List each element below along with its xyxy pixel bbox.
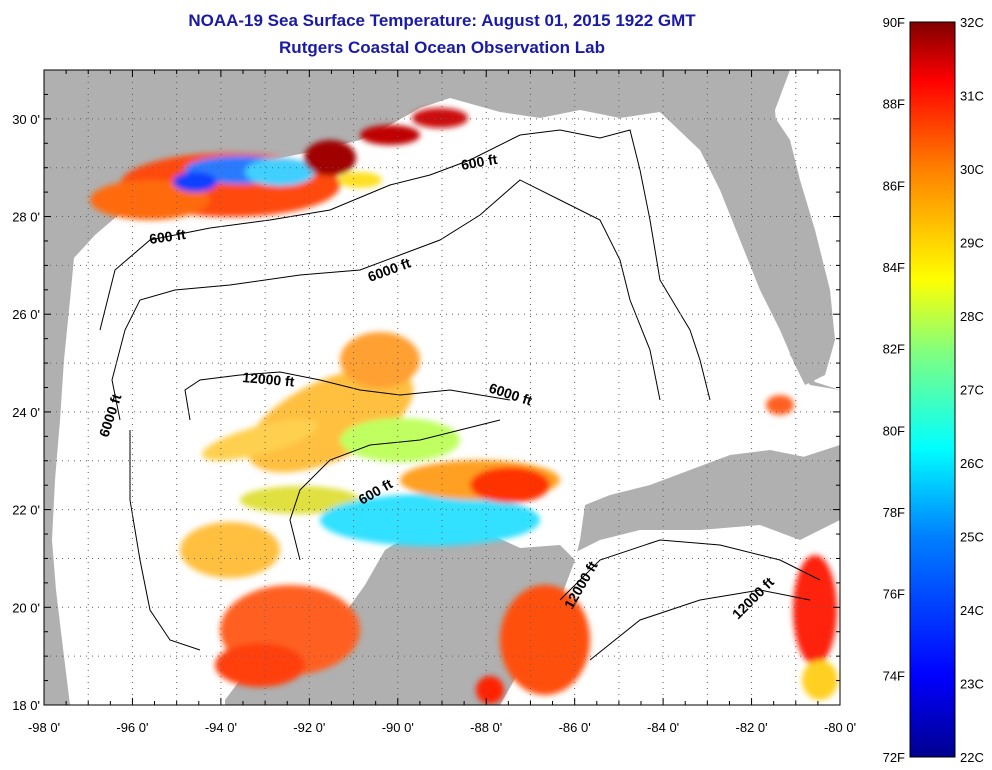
lat-tick-label: 22 0' <box>12 503 40 518</box>
contour-6000ft-south <box>129 430 201 651</box>
colorbar-c-label: 24C <box>960 603 984 618</box>
colorbar-c-label: 30C <box>960 162 984 177</box>
colorbar-f-label: 84F <box>883 260 905 275</box>
lat-tick-label: 26 0' <box>12 307 40 322</box>
colorbar <box>909 21 956 758</box>
colorbar-f-label: 76F <box>883 587 905 602</box>
colorbar-f-label: 74F <box>883 668 905 683</box>
lon-tick-label: -94 0' <box>205 720 237 735</box>
sst-data <box>90 108 838 704</box>
colorbar-f-label: 86F <box>883 178 905 193</box>
contour-caribbean <box>559 539 821 601</box>
lon-tick-label: -98 0' <box>28 720 60 735</box>
map-subtitle: Rutgers Coastal Ocean Observation Lab <box>279 38 605 57</box>
contour-600ft-north <box>99 129 711 401</box>
colorbar-f-label: 82F <box>883 342 905 357</box>
contour-label: 600 ft <box>460 151 499 173</box>
lat-tick-labels: 18 0' 20 0' 22 0' 24 0' 26 0' 28 0' 30 0' <box>12 112 40 713</box>
lon-tick-label: -82 0' <box>735 720 767 735</box>
colorbar-c-label: 25C <box>960 530 984 545</box>
colorbar-c-label: 23C <box>960 677 984 692</box>
axis-ticks <box>43 69 841 706</box>
contour-12000ft <box>184 371 511 421</box>
colorbar-c-label: 32C <box>960 15 984 30</box>
colorbar-f-label: 88F <box>883 97 905 112</box>
contour-600ft-south <box>289 419 501 561</box>
depth-contours <box>99 129 821 661</box>
colorbar-c-label: 22C <box>960 750 984 765</box>
lat-tick-label: 30 0' <box>12 112 40 127</box>
colorbar-c-labels: 32C 31C 30C 29C 28C 27C 26C 25C 24C 23C 22C <box>960 15 984 765</box>
contour-caribbean-2 <box>589 589 811 661</box>
colorbar-f-labels: 90F 88F 86F 84F 82F 80F 78F 76F 74F 72F <box>883 15 905 765</box>
florida-land <box>660 110 835 385</box>
lon-tick-label: -96 0' <box>116 720 148 735</box>
colorbar-c-label: 26C <box>960 456 984 471</box>
lat-tick-label: 20 0' <box>12 600 40 615</box>
cuba-land <box>650 450 840 505</box>
colorbar-f-label: 80F <box>883 423 905 438</box>
lon-tick-label: -90 0' <box>382 720 414 735</box>
colorbar-c-label: 31C <box>960 89 984 104</box>
colorbar-c-label: 29C <box>960 236 984 251</box>
contour-label: 12000 ft <box>242 369 296 390</box>
colorbar-f-label: 78F <box>883 505 905 520</box>
colorbar-f-label: 72F <box>883 750 905 765</box>
graticule <box>44 70 840 705</box>
lon-tick-label: -88 0' <box>470 720 502 735</box>
contour-label: 600 ft <box>148 226 187 247</box>
lat-tick-label: 28 0' <box>12 210 40 225</box>
lat-tick-label: 18 0' <box>12 698 40 713</box>
lon-tick-label: -92 0' <box>293 720 325 735</box>
lon-tick-labels: -98 0' -96 0' -94 0' -92 0' -90 0' -88 0' -86 … <box>28 720 856 735</box>
lon-tick-label: -84 0' <box>647 720 679 735</box>
colorbar-c-label: 28C <box>960 309 984 324</box>
map-title: NOAA-19 Sea Surface Temperature: August … <box>188 11 696 30</box>
lon-tick-label: -80 0' <box>824 720 856 735</box>
lat-tick-label: 24 0' <box>12 405 40 420</box>
colorbar-f-label: 90F <box>883 15 905 30</box>
lon-tick-label: -86 0' <box>559 720 591 735</box>
contour-6000ft-west <box>111 179 661 421</box>
colorbar-c-label: 27C <box>960 383 984 398</box>
